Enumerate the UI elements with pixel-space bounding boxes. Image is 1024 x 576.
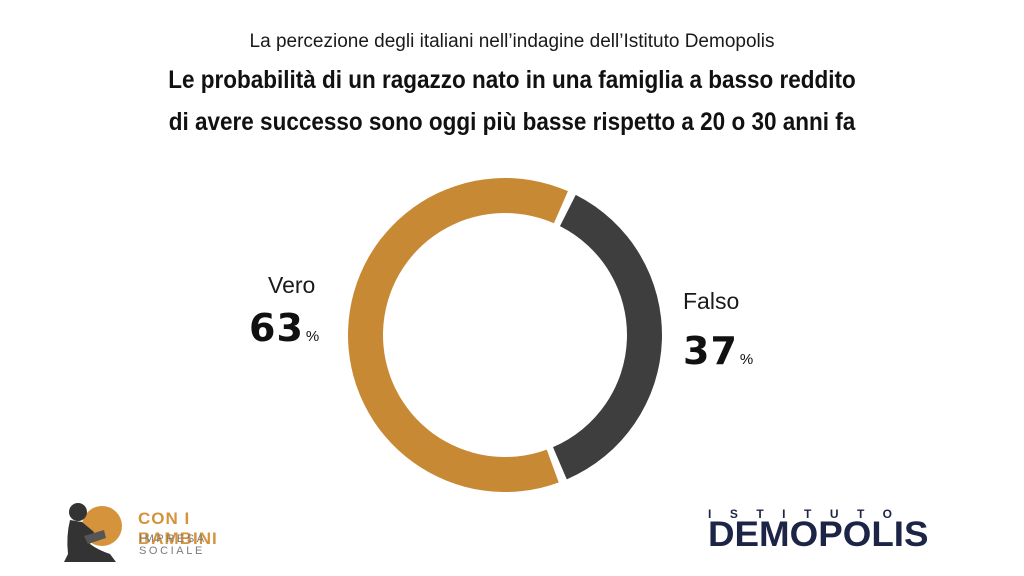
donut-slice-vero [348, 177, 568, 492]
value-falso-number: 37 [683, 329, 738, 373]
demopolis-top-text: ISTITUTO [708, 507, 911, 521]
chart-subtitle: La percezione degli italiani nell’indagi… [249, 31, 775, 52]
chart-title-line-2: di avere successo sono oggi più basse ri… [168, 108, 856, 136]
demopolis-main-text: DEMOPOLIS [708, 515, 929, 554]
con-i-bambini-title: CON I BAMBINI [138, 509, 218, 548]
con-i-bambini-subtitle: IMPRESA SOCIALE [139, 533, 207, 557]
child-reading-icon [64, 503, 122, 562]
con-i-bambini-logo: CON I BAMBINI IMPRESA SOCIALE [58, 496, 258, 566]
demopolis-logo: ISTITUTO DEMOPOLIS [704, 507, 974, 567]
value-falso-unit: % [739, 351, 754, 368]
value-vero-unit: % [305, 328, 320, 345]
label-falso: Falso [683, 288, 740, 314]
chart-title-line-1: Le probabilità di un ragazzo nato in una… [168, 66, 856, 94]
value-falso: 37% [683, 329, 753, 373]
label-vero: Vero [268, 272, 316, 298]
donut-slice-falso [552, 194, 663, 480]
value-vero-number: 63 [249, 306, 304, 350]
value-vero: 63% [249, 306, 319, 350]
